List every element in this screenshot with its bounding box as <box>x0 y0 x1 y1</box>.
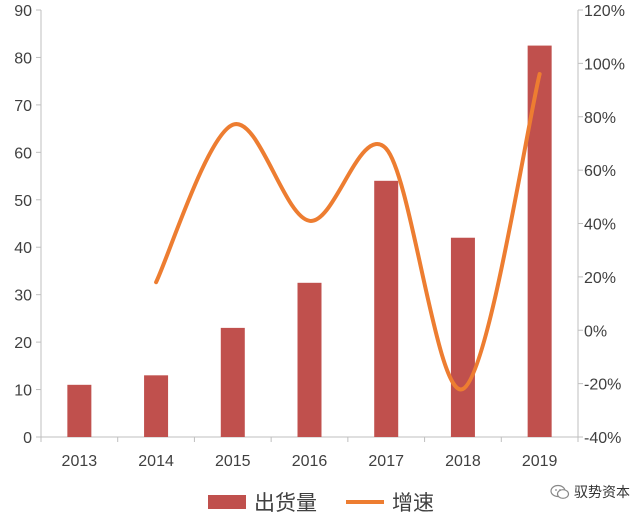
left-axis: 0 10 20 30 40 50 60 70 80 90 <box>14 3 42 447</box>
left-tick-label: 20 <box>14 335 32 352</box>
x-tick-label: 2016 <box>292 453 328 470</box>
x-axis: 2013 2014 2015 2016 2017 2018 2019 <box>40 436 579 470</box>
right-tick-label: 100% <box>584 56 625 73</box>
left-tick-label: 0 <box>23 430 32 447</box>
right-tick-label: 80% <box>584 110 616 127</box>
left-tick-label: 90 <box>14 3 32 20</box>
left-tick-label: 70 <box>14 98 32 115</box>
wechat-icon <box>550 484 570 499</box>
right-tick-label: 120% <box>584 3 625 20</box>
growth-line <box>154 72 542 391</box>
watermark-text: 驭势资本 <box>574 485 630 501</box>
bar <box>297 282 322 437</box>
left-tick-label: 30 <box>14 288 32 305</box>
legend: 出货量 增速 <box>208 491 434 515</box>
left-tick-label: 80 <box>14 50 32 67</box>
x-tick-label: 2015 <box>215 453 251 470</box>
bar <box>374 180 399 438</box>
left-tick-label: 50 <box>14 193 32 210</box>
legend-bar-label: 出货量 <box>254 491 317 515</box>
left-tick-label: 40 <box>14 240 32 257</box>
left-tick-label: 60 <box>14 145 32 162</box>
bar <box>67 384 92 437</box>
bar <box>144 375 169 437</box>
x-tick-label: 2019 <box>522 453 558 470</box>
x-tick-label: 2013 <box>62 453 98 470</box>
bar <box>220 327 245 437</box>
right-tick-label: 40% <box>584 217 616 234</box>
bar-series <box>67 45 552 438</box>
right-tick-label: -20% <box>584 377 621 394</box>
legend-line-label: 增速 <box>392 491 434 515</box>
left-tick-label: 10 <box>14 383 32 400</box>
right-tick-label: 60% <box>584 163 616 180</box>
watermark: 驭势资本 <box>550 482 630 502</box>
right-tick-label: -40% <box>584 430 621 447</box>
line-series <box>154 72 542 391</box>
right-axis: -40% -20% 0% 20% 40% 60% 80% 100% 120% <box>577 3 625 447</box>
x-tick-label: 2017 <box>368 453 404 470</box>
bar <box>527 45 552 437</box>
right-tick-label: 0% <box>584 323 607 340</box>
right-tick-label: 20% <box>584 270 616 287</box>
x-tick-label: 2014 <box>138 453 174 470</box>
bar <box>450 237 475 437</box>
legend-bar-swatch <box>208 495 246 509</box>
x-tick-label: 2018 <box>445 453 481 470</box>
